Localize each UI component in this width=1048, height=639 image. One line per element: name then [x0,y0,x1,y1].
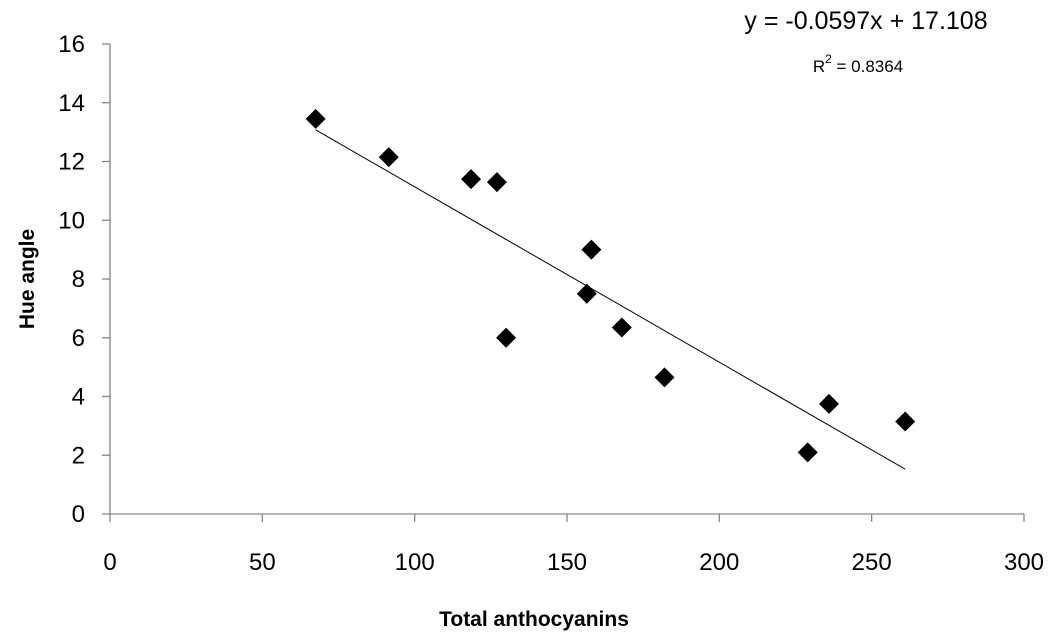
x-tick-label: 250 [852,549,892,576]
data-point [819,393,840,414]
r-squared-superscript: 2 [825,52,832,66]
y-tick-label: 6 [72,325,85,352]
y-tick-label: 2 [72,442,85,469]
x-tick-label: 150 [547,549,587,576]
data-point [581,239,602,260]
data-point [654,367,675,388]
y-tick-label: 16 [58,31,85,58]
y-tick-label: 0 [72,501,85,528]
x-tick-label: 200 [699,549,739,576]
data-point [461,169,482,190]
trendline-equation: y = -0.0597x + 17.108 [744,7,987,35]
y-tick-label: 14 [58,90,85,117]
y-tick-label: 8 [72,266,85,293]
data-point [895,411,916,432]
r-squared-value: = 0.8364 [832,57,903,76]
x-tick-label: 300 [1004,549,1044,576]
x-tick-label: 0 [103,549,116,576]
labels: Hue angle Total anthocyanins y = -0.0597… [16,7,988,631]
data-point [611,317,632,338]
y-tick-label: 4 [72,384,85,411]
trendline-group [315,129,906,470]
r-squared-label: R2 = 0.8364 [813,52,903,76]
data-point [486,172,507,193]
y-axis-title: Hue angle [16,229,39,329]
r-squared-prefix: R [813,57,825,76]
trendline [315,129,906,470]
data-points [305,108,916,463]
x-tick-label: 50 [249,549,276,576]
y-tick-label: 12 [58,149,85,176]
data-point [797,442,818,463]
x-axis-title: Total anthocyanins [439,608,629,631]
data-point [576,283,597,304]
x-tick-label: 100 [395,549,435,576]
data-point [496,327,517,348]
axes: 0 2 4 6 8 10 12 14 16 0 50 100 150 200 250 300 [58,31,1044,576]
y-tick-label: 10 [58,207,85,234]
data-point [305,108,326,129]
data-point [378,147,399,168]
